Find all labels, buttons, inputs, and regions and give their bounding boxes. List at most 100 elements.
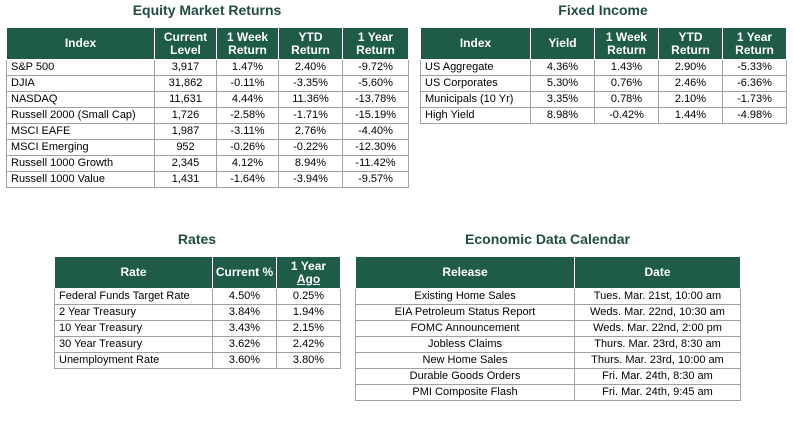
table-cell: MSCI EAFE — [6, 123, 155, 140]
table-cell: 3.62% — [212, 336, 277, 353]
rates-table: Rate Current % 1 Year Ago Federal Funds … — [54, 256, 341, 369]
table-cell: -1.71% — [278, 107, 343, 124]
table-cell: -1.73% — [722, 91, 787, 108]
table-cell: 0.25% — [276, 288, 341, 305]
table-cell: 2.42% — [276, 336, 341, 353]
table-cell: Russell 1000 Value — [6, 171, 155, 188]
table-cell: S&P 500 — [6, 59, 155, 76]
table-cell: Tues. Mar. 21st, 10:00 am — [574, 288, 741, 305]
table-cell: 8.98% — [530, 107, 595, 124]
table-row: Federal Funds Target Rate 4.50% 0.25% — [54, 288, 341, 305]
table-cell: Fri. Mar. 24th, 8:30 am — [574, 368, 741, 385]
table-cell: 1.94% — [276, 304, 341, 321]
table-cell: -6.36% — [722, 75, 787, 92]
table-cell: US Corporates — [420, 75, 531, 92]
table-cell: EIA Petroleum Status Report — [355, 304, 575, 321]
table-cell: -0.11% — [216, 75, 279, 92]
table-cell: Existing Home Sales — [355, 288, 575, 305]
table-cell: Municipals (10 Yr) — [420, 91, 531, 108]
table-cell: 3.80% — [276, 352, 341, 369]
table-cell: 4.50% — [212, 288, 277, 305]
table-cell: 2.15% — [276, 320, 341, 337]
table-row: Russell 1000 Growth 2,345 4.12% 8.94% -11.42… — [6, 155, 409, 172]
table-cell: 4.44% — [216, 91, 279, 108]
table-cell: 1.44% — [658, 107, 723, 124]
table-cell: -4.40% — [342, 123, 409, 140]
table-row: FOMC Announcement Weds. Mar. 22nd, 2:00 p… — [355, 320, 741, 337]
table-cell: 2.10% — [658, 91, 723, 108]
column-header: Current % — [212, 256, 277, 289]
table-cell: -9.72% — [342, 59, 409, 76]
table-cell: DJIA — [6, 75, 155, 92]
table-cell: 1,726 — [154, 107, 217, 124]
table-cell: 2.90% — [658, 59, 723, 76]
table-cell: Thurs. Mar. 23rd, 10:00 am — [574, 352, 741, 369]
table-row: 30 Year Treasury 3.62% 2.42% — [54, 336, 341, 353]
table-cell: 2 Year Treasury — [54, 304, 213, 321]
table-row: PMI Composite Flash Fri. Mar. 24th, 9:45 … — [355, 384, 741, 401]
table-cell: 3.84% — [212, 304, 277, 321]
fixed-income-table: Index Yield 1 Week Return YTD Return 1 Y… — [420, 27, 787, 124]
table-cell: 30 Year Treasury — [54, 336, 213, 353]
table-cell: -3.11% — [216, 123, 279, 140]
table-cell: 4.12% — [216, 155, 279, 172]
table-cell: -11.42% — [342, 155, 409, 172]
equity-table: Index Current Level 1 Week Return YTD Re… — [6, 27, 409, 188]
table-cell: -12.30% — [342, 139, 409, 156]
column-header: 1 Year Return — [342, 27, 409, 60]
equity-title: Equity Market Returns — [132, 2, 282, 18]
table-cell: Federal Funds Target Rate — [54, 288, 213, 305]
table-row: New Home Sales Thurs. Mar. 23rd, 10:00 am — [355, 352, 741, 369]
table-cell: 3.60% — [212, 352, 277, 369]
table-row: Unemployment Rate 3.60% 3.80% — [54, 352, 341, 369]
table-row: DJIA 31,862 -0.11% -3.35% -5.60% — [6, 75, 409, 92]
column-header-line: Ago — [296, 271, 321, 286]
table-cell: US Aggregate — [420, 59, 531, 76]
table-cell: -1.64% — [216, 171, 279, 188]
table-row: MSCI Emerging 952 -0.26% -0.22% -12.30% — [6, 139, 409, 156]
table-cell: 10 Year Treasury — [54, 320, 213, 337]
table-row: US Corporates 5.30% 0.76% 2.46% -6.36% — [420, 75, 787, 92]
column-header: 1 Week Return — [594, 27, 659, 60]
column-header: 1 Year Return — [722, 27, 787, 60]
column-header: Rate — [54, 256, 213, 289]
table-cell: 3,917 — [154, 59, 217, 76]
column-header: Yield — [530, 27, 595, 60]
table-cell: -13.78% — [342, 91, 409, 108]
table-cell: FOMC Announcement — [355, 320, 575, 337]
table-cell: 3.43% — [212, 320, 277, 337]
table-row: Existing Home Sales Tues. Mar. 21st, 10:0… — [355, 288, 741, 305]
table-row: Russell 1000 Value 1,431 -1.64% -3.94% -9.57… — [6, 171, 409, 188]
table-cell: 0.78% — [594, 91, 659, 108]
column-header: 1 Week Return — [216, 27, 279, 60]
table-cell: New Home Sales — [355, 352, 575, 369]
table-row: Russell 2000 (Small Cap) 1,726 -2.58% -1.71… — [6, 107, 409, 124]
table-cell: High Yield — [420, 107, 531, 124]
column-header: Index — [6, 27, 155, 60]
table-cell: -3.94% — [278, 171, 343, 188]
calendar-title: Economic Data Calendar — [465, 231, 630, 247]
table-cell: -5.60% — [342, 75, 409, 92]
table-cell: 11.36% — [278, 91, 343, 108]
table-cell: Jobless Claims — [355, 336, 575, 353]
table-row: Jobless Claims Thurs. Mar. 23rd, 8:30 am — [355, 336, 741, 353]
calendar-table: Release Date Existing Home Sales Tues. Ma… — [355, 256, 741, 401]
table-cell: 31,862 — [154, 75, 217, 92]
table-cell: 1,431 — [154, 171, 217, 188]
table-cell: Weds. Mar. 22nd, 2:00 pm — [574, 320, 741, 337]
table-row: High Yield 8.98% -0.42% 1.44% -4.98% — [420, 107, 787, 124]
table-cell: 5.30% — [530, 75, 595, 92]
table-cell: 952 — [154, 139, 217, 156]
table-row: S&P 500 3,917 1.47% 2.40% -9.72% — [6, 59, 409, 76]
table-cell: -5.33% — [722, 59, 787, 76]
table-cell: MSCI Emerging — [6, 139, 155, 156]
table-cell: -15.19% — [342, 107, 409, 124]
table-cell: Weds. Mar. 22nd, 10:30 am — [574, 304, 741, 321]
table-cell: 4.36% — [530, 59, 595, 76]
table-cell: Durable Goods Orders — [355, 368, 575, 385]
table-cell: -3.35% — [278, 75, 343, 92]
column-header: Current Level — [154, 27, 217, 60]
table-row: Durable Goods Orders Fri. Mar. 24th, 8:30… — [355, 368, 741, 385]
column-header: YTD Return — [278, 27, 343, 60]
rates-title: Rates — [177, 231, 217, 247]
